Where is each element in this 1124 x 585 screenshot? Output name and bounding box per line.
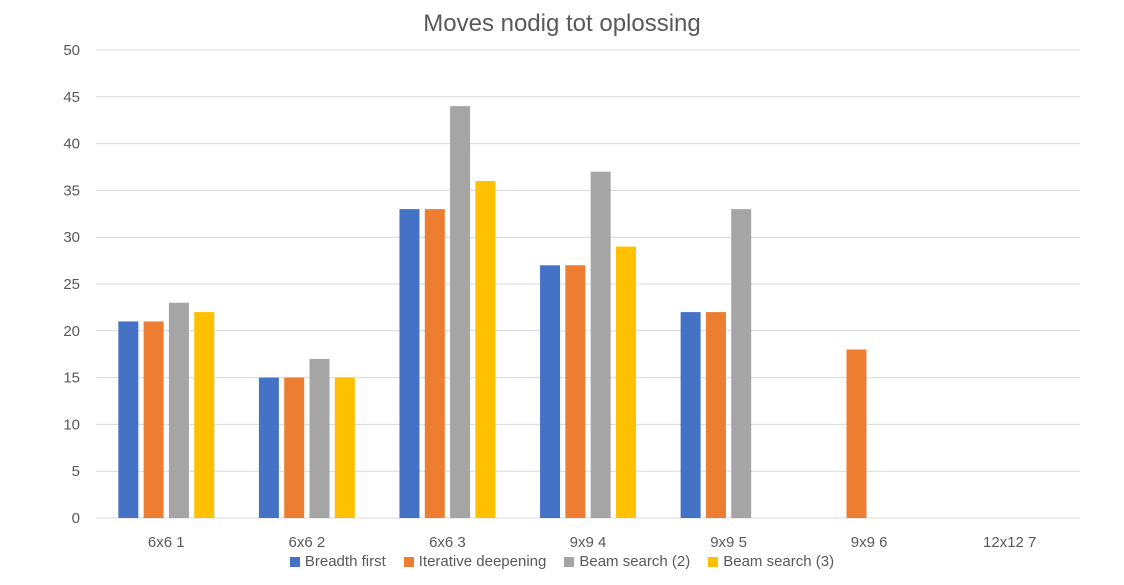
y-tick-label: 0 <box>72 510 80 527</box>
legend-swatch <box>289 556 300 567</box>
y-axis-tick-labels: 0 5 10 15 20 25 30 35 40 45 50 <box>63 42 80 527</box>
legend-swatch <box>708 556 719 567</box>
legend: Breadth first Iterative deepening Beam sea… <box>0 553 1124 570</box>
y-tick-label: 30 <box>63 229 80 246</box>
legend-item: Beam search (3) <box>708 553 834 570</box>
y-tick-label: 10 <box>63 416 80 433</box>
legend-label: Beam search (3) <box>723 553 835 570</box>
y-tick-label: 35 <box>63 182 80 199</box>
x-tick-label: 6x6 3 <box>429 534 466 551</box>
bar <box>705 312 726 518</box>
x-axis-tick-labels: 6x6 1 6x6 2 6x6 3 9x9 4 9x9 5 9x9 6 12x12 7 <box>148 534 1036 551</box>
bar <box>475 181 496 519</box>
legend-swatch <box>403 556 414 567</box>
x-tick-label: 9x9 6 <box>851 534 888 551</box>
x-tick-label: 6x6 1 <box>148 534 185 551</box>
legend-item: Beam search (2) <box>564 553 690 570</box>
bars <box>118 106 867 519</box>
x-tick-label: 6x6 2 <box>289 534 326 551</box>
bar <box>846 349 867 518</box>
x-tick-label: 9x9 4 <box>570 534 607 551</box>
y-tick-label: 20 <box>63 323 80 340</box>
y-tick-label: 25 <box>63 276 80 293</box>
legend-label: Beam search (2) <box>579 553 691 570</box>
y-tick-label: 5 <box>72 463 80 480</box>
gridlines <box>96 49 1080 519</box>
bar <box>284 377 305 518</box>
x-tick-label: 9x9 5 <box>710 534 747 551</box>
legend-item: Breadth first <box>289 553 386 570</box>
bar <box>194 312 215 518</box>
bar <box>680 312 701 518</box>
bar <box>143 321 164 518</box>
bar <box>731 209 752 518</box>
legend-item: Iterative deepening <box>403 553 547 570</box>
bar <box>168 302 189 518</box>
y-tick-label: 40 <box>63 136 80 153</box>
bar <box>334 377 355 518</box>
bar <box>258 377 279 518</box>
bar <box>309 358 330 518</box>
bar <box>118 321 139 518</box>
bar <box>424 209 445 518</box>
legend-label: Iterative deepening <box>418 553 547 570</box>
bar <box>450 106 471 518</box>
y-tick-label: 15 <box>63 370 80 387</box>
legend-swatch <box>564 556 575 567</box>
bar <box>615 246 636 518</box>
bar <box>590 171 611 518</box>
bar <box>540 265 561 518</box>
y-tick-label: 45 <box>63 89 80 106</box>
legend-label: Breadth first <box>304 553 386 570</box>
x-tick-label: 12x12 7 <box>983 534 1036 551</box>
y-tick-label: 50 <box>63 42 80 59</box>
chart-title: Moves nodig tot oplossing <box>423 10 701 37</box>
bar <box>565 265 586 518</box>
bar <box>399 209 420 518</box>
